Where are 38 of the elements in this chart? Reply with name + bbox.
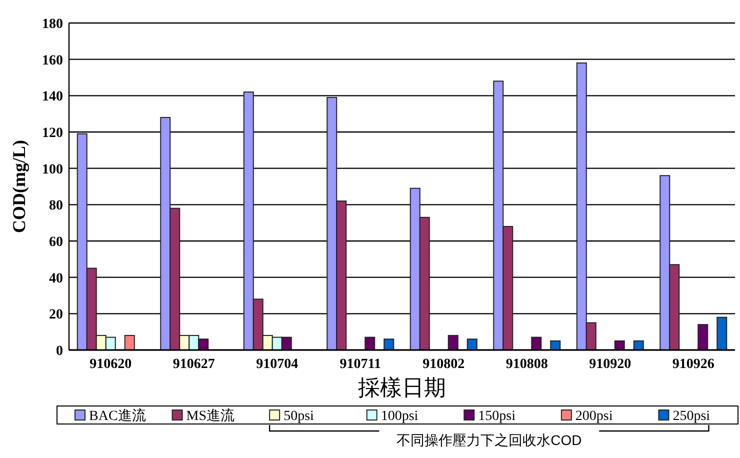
x-tick-label: 910926 xyxy=(672,357,714,372)
legend-label: 50psi xyxy=(284,409,314,424)
bar xyxy=(716,316,728,350)
y-tick-label: 60 xyxy=(49,235,63,250)
y-tick-label: 80 xyxy=(49,198,63,214)
bar xyxy=(531,336,542,350)
x-tick-label: 910920 xyxy=(589,357,632,372)
bar xyxy=(466,338,478,350)
y-tick-label: 140 xyxy=(42,90,63,105)
x-axis-title: 採樣日期 xyxy=(358,375,446,400)
bar xyxy=(364,336,376,350)
bar xyxy=(698,324,708,350)
y-tick-label: 40 xyxy=(49,271,63,286)
y-tick-label: 20 xyxy=(49,308,63,323)
legend-label: MS進流 xyxy=(186,408,235,424)
bar xyxy=(550,340,561,350)
bar xyxy=(448,334,458,350)
legend-label: 250psi xyxy=(672,409,710,424)
x-tick-label: 910711 xyxy=(340,357,381,372)
y-tick-label: 180 xyxy=(42,17,63,32)
legend-label: 150psi xyxy=(478,409,516,424)
y-tick-label: 0 xyxy=(56,344,63,359)
legend-label: BAC進流 xyxy=(89,408,146,424)
bar xyxy=(614,340,625,350)
x-tick-label: 910802 xyxy=(422,357,465,372)
bar xyxy=(384,338,394,350)
legend-label: 200psi xyxy=(575,409,613,424)
y-tick-label: 100 xyxy=(42,162,63,178)
y-axis-title: COD(mg/L) xyxy=(9,140,29,233)
legend-label: 100psi xyxy=(380,409,418,424)
x-tick-label: 910704 xyxy=(256,357,298,372)
x-tick-label: 910808 xyxy=(506,357,548,372)
y-tick-label: 120 xyxy=(42,126,63,141)
x-tick-label: 910620 xyxy=(90,357,132,372)
x-tick-label: 910627 xyxy=(172,357,215,372)
y-tick-label: 160 xyxy=(42,53,63,68)
bar xyxy=(633,340,644,350)
text: 不同操作壓力下之回收水COD xyxy=(396,432,582,448)
